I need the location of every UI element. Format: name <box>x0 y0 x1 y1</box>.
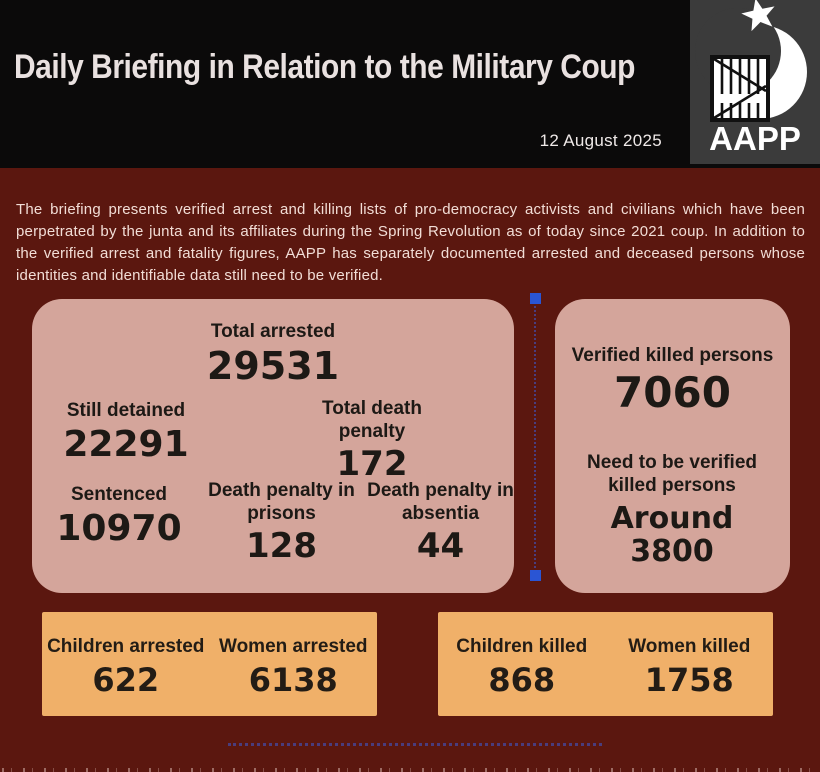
stat-label: Women arrested <box>218 636 368 657</box>
stat-label: Sentenced <box>70 484 168 505</box>
stat-label: Children killed <box>456 636 588 657</box>
stat-children-killed: Children killed 868 <box>438 612 606 716</box>
stat-sentenced: Sentenced 10970 <box>39 484 199 548</box>
divider-dotted-line <box>534 306 536 568</box>
killed-groups-bar: Children killed 868 Women killed 1758 <box>438 612 773 716</box>
stat-value: 1758 <box>644 661 734 699</box>
header-band: Daily Briefing in Relation to the Milita… <box>0 0 820 168</box>
stat-value: 868 <box>488 661 556 699</box>
stat-death-penalty-in-prisons: Death penalty in prisons 128 <box>204 480 359 565</box>
stat-children-arrested: Children arrested 622 <box>42 612 210 716</box>
vertical-divider <box>529 293 541 581</box>
stat-label: Verified killed persons <box>571 345 774 366</box>
page-title: Daily Briefing in Relation to the Milita… <box>14 48 635 86</box>
stat-label: Death penalty in prisons <box>208 480 355 524</box>
stat-still-detained: Still detained 22291 <box>46 400 206 464</box>
killed-stats-panel: Verified killed persons 7060 Need to be … <box>555 299 790 593</box>
stat-label: Still detained <box>66 400 186 421</box>
stat-label: Children arrested <box>47 636 205 657</box>
stat-women-killed: Women killed 1758 <box>606 612 774 716</box>
stat-value: 7060 <box>614 367 731 417</box>
horizontal-dotted-separator <box>228 743 602 746</box>
arrest-stats-panel: Total arrested 29531 Still detained 2229… <box>32 299 514 593</box>
stat-value: Around 3800 <box>610 500 734 569</box>
stat-label: Women killed <box>628 636 751 657</box>
stat-death-penalty-in-absentia: Death penalty in absentia 44 <box>363 480 518 565</box>
stat-label: Total death penalty <box>322 398 422 442</box>
divider-square-top <box>529 293 541 304</box>
stat-label: Need to be verified killed persons <box>587 452 757 496</box>
stat-value: 128 <box>246 525 317 566</box>
stat-value: 622 <box>92 661 160 699</box>
stat-women-arrested: Women arrested 6138 <box>210 612 378 716</box>
cutoff-text-strip <box>2 768 812 772</box>
aapp-wordmark: AAPP <box>709 120 801 157</box>
aapp-logo: AAPP <box>690 0 820 164</box>
stat-need-verified-killed: Need to be verified killed persons Aroun… <box>572 452 772 568</box>
stat-label: Death penalty in absentia <box>367 480 514 524</box>
star-icon <box>741 0 775 32</box>
stat-value: 29531 <box>206 343 340 388</box>
divider-square-bottom <box>529 570 541 581</box>
prison-bars-icon <box>710 55 770 122</box>
stat-total-death-penalty: Total death penalty 172 <box>292 398 452 483</box>
briefing-date: 12 August 2025 <box>539 131 662 150</box>
intro-paragraph: The briefing presents verified arrest an… <box>16 201 805 284</box>
stat-value: 172 <box>336 443 408 484</box>
stat-total-arrested: Total arrested 29531 <box>32 321 514 388</box>
stat-value: 6138 <box>248 661 338 699</box>
aapp-logo-graphic: AAPP <box>695 0 807 157</box>
arrested-groups-bar: Children arrested 622 Women arrested 613… <box>42 612 377 716</box>
stat-label: Total arrested <box>210 321 336 342</box>
stat-value: 44 <box>416 525 465 566</box>
stat-value: 22291 <box>63 423 189 465</box>
stat-verified-killed: Verified killed persons 7060 <box>555 345 790 416</box>
stat-value: 10970 <box>56 507 182 549</box>
